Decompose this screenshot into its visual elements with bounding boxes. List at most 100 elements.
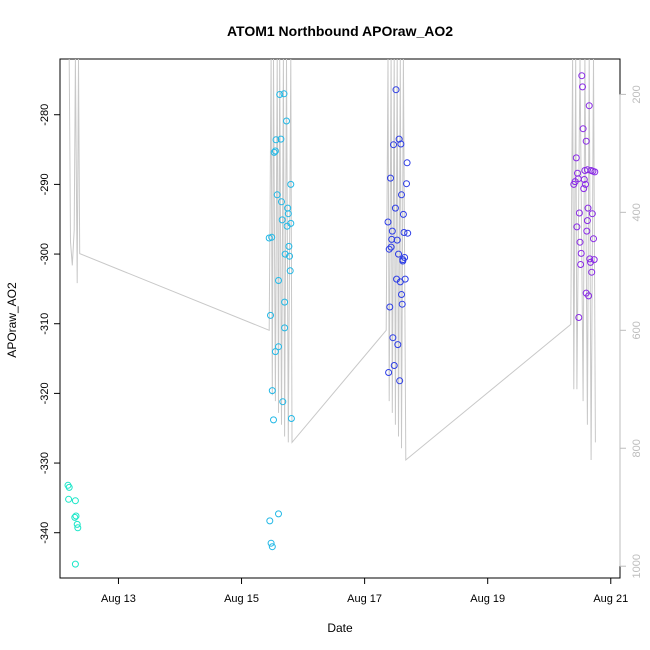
data-point-s3-14 [580, 185, 588, 193]
data-point-s1-4 [270, 416, 277, 424]
y-tick-label: -290 [39, 173, 51, 195]
data-point-s2-13 [393, 236, 401, 244]
data-point-s3-20 [583, 217, 591, 225]
data-point-s3-24 [586, 255, 594, 263]
data-point-s3-23 [585, 102, 593, 110]
data-point-s1-33 [268, 543, 276, 551]
data-point-s3-28 [588, 210, 596, 218]
plot-area [59, 58, 621, 579]
data-point-s1-17 [281, 324, 289, 332]
data-point-s2-20 [398, 191, 405, 199]
x-tick-label: Aug 15 [224, 593, 259, 605]
data-point-s1-23 [285, 242, 293, 250]
data-point-s3-31 [590, 256, 598, 264]
data-point-s2-23 [399, 210, 407, 218]
x-tick-label: Aug 21 [593, 593, 628, 605]
data-point-s1-8 [273, 191, 281, 199]
depth-trace [68, 58, 596, 462]
data-point-s2-0 [384, 218, 392, 226]
data-point-s0-6 [73, 520, 81, 528]
y-tick-label: -280 [39, 104, 51, 126]
data-point-s2-10 [391, 204, 399, 212]
depth-trace-line [68, 58, 596, 462]
data-points [64, 72, 599, 568]
data-point-s1-22 [284, 210, 292, 218]
y2-tick-label: 200 [631, 85, 643, 103]
data-point-s2-8 [390, 141, 397, 149]
data-point-s1-16 [281, 298, 289, 306]
data-point-s1-29 [275, 277, 282, 284]
plot-frame [59, 58, 621, 579]
data-point-s2-11 [392, 86, 400, 94]
data-point-s1-3 [268, 387, 276, 395]
data-point-s3-27 [588, 268, 596, 276]
data-point-s0-5 [72, 512, 80, 520]
data-point-s2-31 [399, 256, 407, 264]
data-point-s2-32 [404, 229, 412, 237]
data-point-s2-19 [397, 140, 405, 148]
data-point-s3-17 [582, 180, 589, 188]
data-point-s2-24 [400, 229, 408, 236]
data-point-s1-25 [286, 267, 294, 275]
data-point-s2-3 [386, 303, 394, 311]
y-axis-label: APOraw_AO2 [5, 282, 19, 358]
chart-title: ATOM1 Northbound APOraw_AO2 [227, 23, 453, 39]
data-point-s2-4 [387, 174, 394, 182]
y2-tick-label: 600 [631, 321, 643, 339]
data-point-s1-2 [268, 233, 276, 241]
data-point-s2-25 [401, 254, 409, 261]
y2-tick-label: 400 [631, 203, 643, 221]
data-point-s1-15 [280, 90, 288, 98]
data-point-s3-15 [580, 176, 588, 183]
y-tick-label: -300 [39, 243, 51, 265]
x-axis-label: Date [327, 621, 353, 635]
y-tick-label: -320 [39, 382, 51, 404]
data-point-s1-18 [281, 250, 289, 258]
data-point-s3-10 [577, 249, 585, 257]
data-point-s1-26 [287, 180, 295, 188]
data-point-s1-0 [267, 311, 274, 319]
data-point-s2-30 [398, 291, 405, 298]
data-point-s2-14 [394, 341, 402, 349]
data-point-s2-17 [396, 377, 404, 385]
data-point-s3-8 [576, 238, 584, 246]
data-point-s1-5 [271, 348, 279, 356]
data-point-s2-9 [390, 362, 398, 369]
data-point-s1-13 [278, 216, 286, 224]
y2-tick-label: 800 [631, 439, 643, 457]
data-point-s3-18 [582, 137, 590, 145]
data-point-s1-10 [276, 91, 284, 98]
data-point-s3-13 [579, 125, 587, 133]
y-axis-right: 200 400 600 800 1000 [619, 85, 643, 578]
data-point-s3-3 [573, 223, 581, 231]
data-point-s0-1 [65, 483, 73, 491]
data-point-s1-19 [283, 117, 290, 125]
data-point-s1-9 [275, 343, 282, 351]
data-point-s2-26 [401, 275, 409, 283]
x-tick-label: Aug 17 [347, 593, 382, 605]
y-tick-label: -330 [39, 452, 51, 474]
data-point-s3-2 [572, 154, 580, 162]
data-point-s1-27 [287, 219, 295, 227]
data-point-s3-34 [583, 166, 591, 174]
data-point-s0-7 [74, 524, 82, 532]
data-point-s0-3 [71, 497, 79, 505]
data-point-s2-29 [387, 243, 395, 251]
y-tick-label: -310 [39, 313, 51, 335]
data-point-s1-7 [272, 136, 280, 144]
data-point-s3-19 [583, 227, 591, 235]
y2-tick-label: 1000 [631, 554, 643, 578]
data-point-s0-8 [71, 560, 79, 568]
data-point-s3-11 [578, 72, 586, 80]
data-point-s3-30 [590, 235, 597, 243]
data-point-s2-7 [389, 334, 397, 342]
data-point-s1-30 [271, 147, 279, 155]
data-point-s2-21 [398, 300, 406, 308]
data-point-s2-2 [385, 245, 393, 253]
data-point-s1-32 [267, 539, 275, 547]
data-point-s3-6 [575, 314, 583, 321]
y-tick-label: -340 [39, 522, 51, 544]
data-point-s3-12 [579, 83, 586, 91]
data-point-s3-32 [591, 168, 599, 176]
